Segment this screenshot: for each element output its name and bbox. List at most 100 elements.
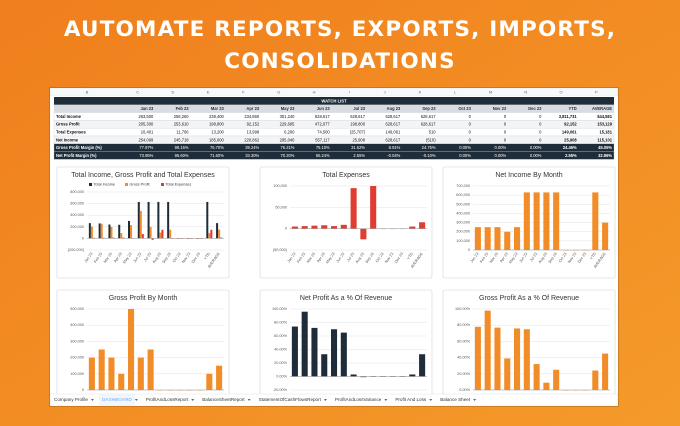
column-letter: G bbox=[277, 89, 280, 94]
sheet-tab[interactable]: Profit And Loss bbox=[395, 397, 427, 402]
bar bbox=[474, 326, 481, 390]
y-tick-label: 800,000 bbox=[70, 190, 84, 194]
y-tick-label: 600,000 bbox=[456, 193, 470, 197]
bar bbox=[419, 354, 426, 377]
table-cell: 220,862 bbox=[244, 137, 260, 142]
bar bbox=[504, 231, 511, 250]
table-cell: 45.05% bbox=[598, 145, 612, 150]
table-cell: 33.30% bbox=[245, 153, 259, 158]
headline: CONSOLIDATIONS bbox=[224, 49, 456, 74]
x-tick-label: Mar 23 bbox=[103, 252, 113, 264]
column-letter: C bbox=[136, 89, 139, 94]
bar bbox=[553, 369, 560, 390]
table-cell: 198,800 bbox=[350, 122, 366, 127]
sheet-tab[interactable]: Company Profile bbox=[54, 397, 88, 402]
table-cell: 0 bbox=[539, 122, 542, 127]
bar bbox=[484, 310, 491, 390]
x-tick-label: Dec 23 bbox=[191, 252, 201, 264]
bar bbox=[206, 201, 209, 239]
bar bbox=[331, 329, 338, 377]
column-letter: I bbox=[349, 89, 350, 94]
x-tick-label: Jan 23 bbox=[84, 252, 94, 264]
x-tick-label: Jun 23 bbox=[133, 252, 143, 264]
legend-label: Total Expenses bbox=[166, 183, 192, 187]
table-cell: 0 bbox=[504, 137, 507, 142]
bar bbox=[139, 211, 142, 239]
tab-arrow bbox=[429, 399, 433, 401]
table-cell: 13,998 bbox=[247, 129, 260, 134]
x-tick-label: YTD bbox=[589, 252, 597, 261]
chart-title: Total Expenses bbox=[322, 172, 370, 179]
table-cell: 239,400 bbox=[209, 114, 225, 119]
bar bbox=[370, 186, 377, 229]
x-tick-label: Sep 23 bbox=[548, 252, 558, 264]
sheet-tab[interactable]: Balance Sheet bbox=[440, 397, 471, 402]
x-tick-label: Jul 23 bbox=[143, 252, 152, 263]
table-cell: 185,600 bbox=[209, 137, 225, 142]
table-cell: 628,617 bbox=[385, 122, 401, 127]
table-cell: 6,200 bbox=[284, 129, 295, 134]
table-cell: 245,718 bbox=[174, 137, 190, 142]
y-tick-label: 0.00% bbox=[459, 388, 470, 392]
bar bbox=[137, 357, 144, 390]
bar bbox=[108, 224, 111, 239]
bar bbox=[592, 192, 599, 250]
chart: Net Income By Month 0 100,000 200,000 300,00… bbox=[442, 166, 616, 279]
bar bbox=[311, 327, 318, 377]
table-cell: 0 bbox=[469, 137, 472, 142]
bar bbox=[149, 226, 152, 239]
bar bbox=[88, 357, 95, 390]
chart: Gross Profit By Month 0 100,000 200,000 300,… bbox=[56, 289, 230, 403]
bar bbox=[291, 326, 298, 377]
bar bbox=[130, 225, 133, 239]
row-label: Gross Profit bbox=[56, 122, 80, 127]
table-cell: 0 bbox=[504, 122, 507, 127]
bar bbox=[514, 328, 521, 390]
row-label: Total Income bbox=[56, 114, 82, 119]
bar bbox=[301, 311, 308, 377]
table-cell: 263,500 bbox=[138, 114, 154, 119]
y-tick-label: 20.00% bbox=[457, 372, 471, 376]
sheet-tab[interactable]: BalanceSheetReport bbox=[202, 397, 245, 402]
table-cell: 628,617 bbox=[385, 137, 401, 142]
chart: Net Profit As a % Of Revenue -20.00% 0.00%… bbox=[259, 289, 433, 403]
y-tick-label: 0 bbox=[468, 248, 470, 252]
y-tick-label: 500,000 bbox=[70, 307, 84, 311]
bar bbox=[301, 226, 308, 229]
bar bbox=[161, 229, 164, 239]
table-cell: 205,300 bbox=[138, 122, 154, 127]
bar bbox=[90, 226, 93, 239]
column-label: May 23 bbox=[281, 106, 295, 111]
x-tick-label: Aug 23 bbox=[538, 252, 548, 264]
bar bbox=[311, 225, 318, 229]
sheet-tab[interactable]: ProfitAndLossVariance bbox=[335, 397, 382, 402]
bar bbox=[118, 373, 125, 390]
table-cell: 76.70% bbox=[210, 145, 224, 150]
table-cell: 0 bbox=[539, 129, 542, 134]
sheet-tab[interactable]: StatementOfCashFlowsReport bbox=[259, 397, 322, 402]
bar bbox=[218, 229, 221, 239]
bar bbox=[210, 229, 213, 239]
bar bbox=[543, 192, 550, 250]
table-cell: -0.04% bbox=[387, 153, 400, 158]
x-tick-label: Nov 23 bbox=[181, 252, 191, 264]
table-cell: 8.91% bbox=[389, 145, 401, 150]
table-cell: 70.20% bbox=[281, 153, 295, 158]
column-label: Apr 23 bbox=[246, 106, 259, 111]
x-tick-label: Oct 23 bbox=[558, 252, 568, 263]
row-label: Net Profit Margin (%) bbox=[56, 153, 97, 158]
table-cell: 0 bbox=[539, 114, 542, 119]
bar bbox=[122, 237, 125, 239]
y-tick-label: (200,000) bbox=[68, 248, 85, 252]
table-cell: 76.21% bbox=[281, 145, 295, 150]
tab-arrow bbox=[90, 399, 94, 401]
legend-label: Gross Profit bbox=[130, 183, 151, 187]
x-tick-label: YTD bbox=[203, 252, 211, 261]
y-tick-label: 60.00% bbox=[457, 339, 471, 343]
bar bbox=[151, 238, 154, 240]
bar bbox=[128, 220, 131, 239]
bar bbox=[137, 201, 140, 239]
bar bbox=[409, 226, 416, 229]
bar bbox=[504, 358, 511, 390]
sheet-tab[interactable]: ProfitAndLossReport bbox=[146, 397, 189, 402]
